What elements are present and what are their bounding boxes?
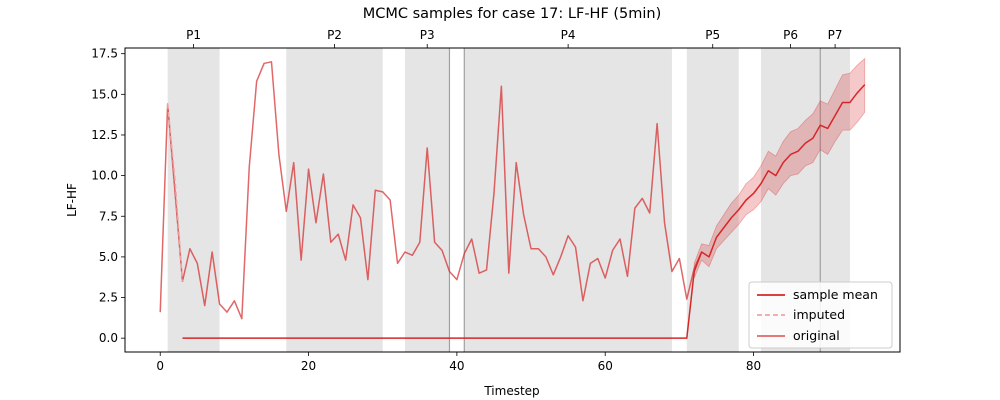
legend-label-sample-mean: sample mean [793, 287, 878, 302]
period-label: P6 [783, 28, 798, 42]
x-tick-label: 40 [449, 359, 464, 373]
period-label: P4 [561, 28, 576, 42]
period-label: P5 [705, 28, 720, 42]
x-tick-label: 80 [746, 359, 761, 373]
period-span-p3 [404, 48, 450, 352]
period-span-p2 [286, 48, 383, 352]
legend: sample mean imputed original [748, 281, 893, 349]
period-label: P3 [420, 28, 435, 42]
y-tick-label: 2.5 [99, 291, 118, 305]
legend-label-imputed: imputed [793, 307, 845, 322]
series-lines [159, 61, 866, 339]
y-tick-label: 12.5 [91, 128, 118, 142]
period-span-p4 [464, 48, 672, 352]
period-label: P7 [828, 28, 843, 42]
y-tick-label: 15.0 [91, 87, 118, 101]
y-tick-label: 17.5 [91, 47, 118, 61]
period-shading [167, 48, 850, 352]
series-imputed [166, 104, 184, 282]
y-tick-label: 0.0 [99, 331, 118, 345]
legend-label-original: original [793, 328, 840, 343]
y-tick-label: 7.5 [99, 209, 118, 223]
axes: P1 P2 P3 P4 P5 P6 P7 0 20 40 60 80 0.0 2.5 5.0 7.5 10.0 1… [91, 28, 842, 373]
x-tick-label: 60 [598, 359, 613, 373]
period-span-p5 [686, 48, 739, 352]
plot-frame [124, 47, 901, 353]
x-tick-label: 0 [156, 359, 164, 373]
period-label: P2 [327, 28, 342, 42]
series-original [159, 61, 703, 320]
x-axis-label: Timestep [483, 384, 539, 398]
x-tick-label: 20 [301, 359, 316, 373]
chart-title: MCMC samples for case 17: LF-HF (5min) [363, 6, 662, 22]
y-axis-label: LF-HF [65, 183, 79, 217]
legend-box [748, 281, 893, 349]
y-tick-label: 10.0 [91, 169, 118, 183]
y-tick-label: 5.0 [99, 250, 118, 264]
series-sample-mean [182, 84, 866, 339]
period-label: P1 [186, 28, 201, 42]
